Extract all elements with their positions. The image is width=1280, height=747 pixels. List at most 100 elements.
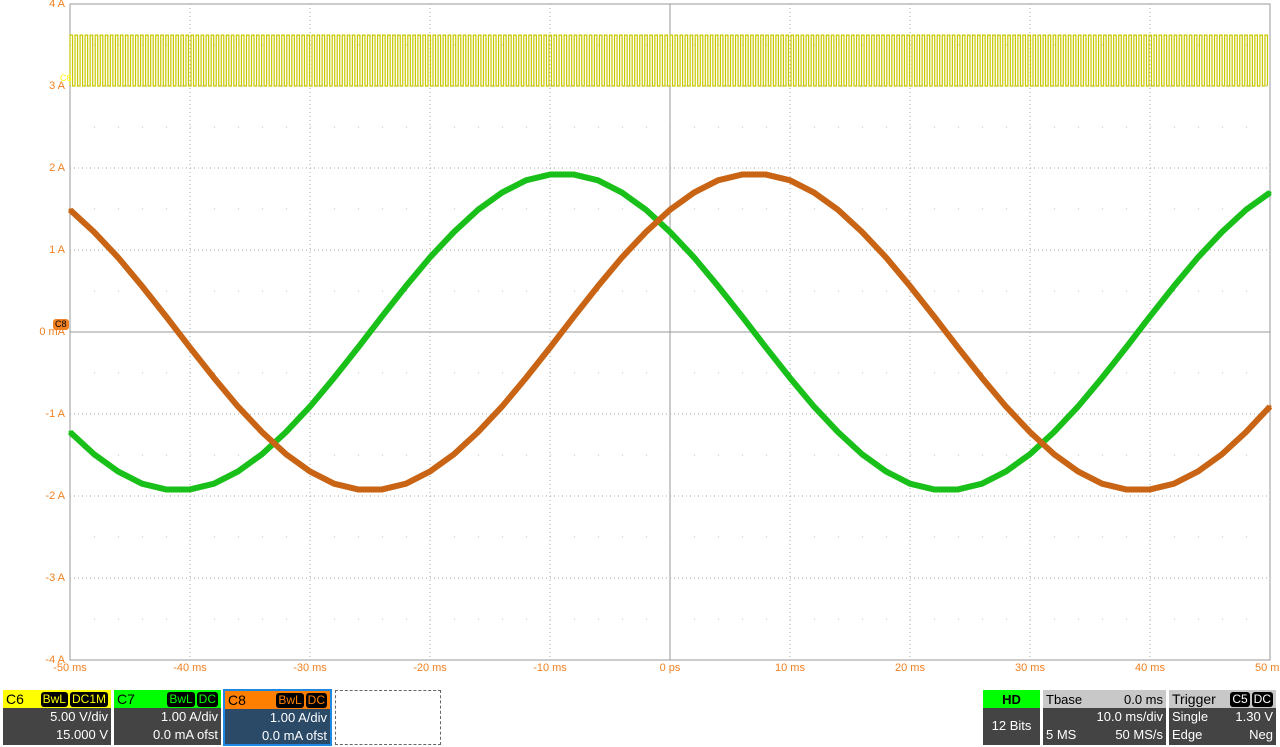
data-point-c8 (668, 208, 672, 212)
data-point-c7 (1004, 469, 1008, 473)
trigger-panel[interactable]: Trigger C5 DC Single 1.30 V Edge Neg (1169, 690, 1276, 745)
data-point-c7 (740, 314, 744, 318)
y-tick-label: -2 A (45, 490, 65, 502)
data-point-c8 (620, 255, 624, 259)
data-point-c8 (1172, 482, 1176, 486)
y-tick-label: -3 A (45, 572, 65, 584)
scale: 5.00 V/div (50, 709, 108, 724)
data-point-c8 (476, 430, 480, 434)
data-point-c7 (1076, 405, 1080, 409)
data-point-c7 (1172, 284, 1176, 288)
hd-panel[interactable]: HD 12 Bits (983, 690, 1040, 745)
data-point-c7 (92, 452, 96, 456)
trigger-coupling: DC (1251, 691, 1273, 707)
channel-c7-panel[interactable]: C7 BwL DC 1.00 A/div 0.0 mA ofst (114, 690, 221, 745)
hd-label: HD (983, 690, 1040, 708)
channel-c8-panel[interactable]: C8 BwL DC 1.00 A/div 0.0 mA ofst (223, 689, 332, 746)
channel-c6-panel[interactable]: C6 BwL DC1M 5.00 V/div 15.000 V (3, 690, 111, 745)
coupling-badge: DC1M (69, 691, 108, 707)
sample-rate: 50 MS/s (1115, 727, 1163, 742)
c6-marker[interactable]: C6 (60, 73, 72, 83)
data-point-c7 (212, 482, 216, 486)
x-tick-label: -50 ms (53, 662, 87, 674)
trace-c6 (69, 34, 1269, 87)
data-point-c8 (524, 376, 528, 380)
data-point-c7 (980, 482, 984, 486)
data-point-c8 (980, 376, 984, 380)
x-tick-label: 0 ps (659, 662, 681, 674)
coupling-badge: DC (305, 692, 327, 708)
data-point-c7 (836, 430, 840, 434)
data-point-c7 (1124, 346, 1128, 350)
data-point-c8 (188, 346, 192, 350)
data-point-c7 (476, 208, 480, 212)
y-tick-label: -1 A (45, 408, 65, 420)
data-point-c7 (932, 487, 936, 491)
data-point-c8 (932, 314, 936, 318)
data-point-c8 (1052, 452, 1056, 456)
data-point-c8 (908, 284, 912, 288)
data-point-c7 (908, 482, 912, 486)
x-tick-label: -40 ms (173, 662, 207, 674)
data-point-c8 (1004, 405, 1008, 409)
c8-marker[interactable]: C8 (53, 319, 69, 330)
data-point-c8 (596, 284, 600, 288)
data-point-c7 (1028, 452, 1032, 456)
data-point-c7 (284, 430, 288, 434)
data-point-c8 (404, 482, 408, 486)
data-point-c7 (620, 191, 624, 195)
data-point-c7 (1244, 208, 1248, 212)
data-point-c8 (236, 405, 240, 409)
data-point-c7 (1268, 191, 1272, 195)
data-point-c8 (884, 255, 888, 259)
graticule (69, 3, 1271, 661)
data-point-c8 (380, 487, 384, 491)
data-point-c7 (260, 452, 264, 456)
data-point-c7 (1196, 255, 1200, 259)
data-point-c7 (1052, 430, 1056, 434)
empty-channel-slot[interactable] (335, 690, 441, 745)
offset: 0.0 mA ofst (152, 727, 218, 742)
y-tick-label: 4 A (49, 0, 65, 10)
data-point-c8 (1028, 430, 1032, 434)
data-point-c8 (1148, 487, 1152, 491)
data-point-c8 (332, 482, 336, 486)
x-tick-label: 10 ms (775, 662, 805, 674)
data-point-c8 (692, 191, 696, 195)
data-point-c7 (884, 469, 888, 473)
x-tick-label: 40 ms (1135, 662, 1165, 674)
bwl-badge: BwL (167, 691, 195, 707)
data-point-c8 (500, 405, 504, 409)
data-point-c8 (452, 452, 456, 456)
y-tick-label: -4 A (45, 654, 65, 666)
data-point-c8 (956, 346, 960, 350)
data-point-c8 (428, 469, 432, 473)
time-scale: 10.0 ms/div (1096, 709, 1163, 724)
data-point-c7 (788, 376, 792, 380)
coupling-badge: DC (196, 691, 218, 707)
data-point-c8 (116, 255, 120, 259)
data-point-c7 (68, 430, 72, 434)
waveform-display[interactable] (0, 0, 1280, 690)
data-point-c8 (284, 452, 288, 456)
channel-name: C6 (6, 691, 24, 707)
data-point-c7 (116, 469, 120, 473)
data-point-c8 (572, 314, 576, 318)
data-point-c8 (260, 430, 264, 434)
data-point-c7 (380, 314, 384, 318)
data-point-c8 (356, 487, 360, 491)
data-point-c7 (572, 173, 576, 177)
x-tick-label: -20 ms (413, 662, 447, 674)
data-point-c8 (212, 376, 216, 380)
data-point-c8 (92, 230, 96, 234)
data-point-c7 (1148, 314, 1152, 318)
sample-count: 5 MS (1046, 727, 1077, 742)
trigger-slope: Neg (1249, 727, 1273, 742)
y-tick-label: 3 A (49, 80, 65, 92)
data-point-c7 (956, 487, 960, 491)
x-tick-label: 20 ms (895, 662, 925, 674)
data-point-c7 (164, 487, 168, 491)
data-point-c8 (68, 208, 72, 212)
data-point-c8 (1124, 487, 1128, 491)
timebase-panel[interactable]: Tbase 0.0 ms 10.0 ms/div 5 MS 50 MS/s (1043, 690, 1166, 745)
